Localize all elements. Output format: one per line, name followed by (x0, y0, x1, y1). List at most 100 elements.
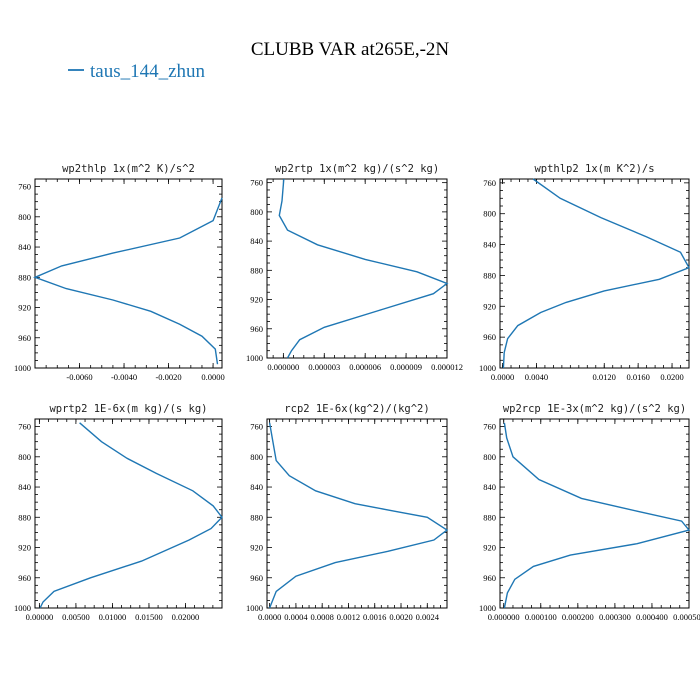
x-tick-label: 0.01500 (135, 612, 163, 622)
panel-title: wp2rcp 1E-3x(m^2 kg)/(s^2 kg) (503, 403, 686, 415)
y-tick-label: 880 (483, 270, 496, 280)
y-tick-label: 880 (483, 512, 496, 522)
legend-label: taus_144_zhun (90, 61, 206, 82)
y-tick-label: 760 (483, 178, 496, 188)
x-tick-label: 0.0160 (626, 372, 649, 382)
y-tick-label: 960 (483, 332, 496, 342)
y-tick-label: 840 (18, 242, 31, 252)
plot-frame (266, 418, 448, 609)
y-tick-label: 880 (250, 265, 263, 275)
y-tick-label: 960 (18, 573, 31, 583)
panel-2: wp2rtp 1x(m^2 kg)/(s^2 kg) 760 800 840 880 92… (246, 163, 463, 372)
x-tick-label: 0.0040 (525, 372, 548, 382)
y-tick-label: 920 (250, 295, 263, 305)
figure-title: CLUBB VAR at265E,-2N (251, 39, 450, 60)
y-tick-label: 800 (18, 452, 31, 462)
x-tick-label: 0.000003 (308, 362, 340, 372)
y-tick-label: 800 (18, 212, 31, 222)
y-tick-label: 760 (483, 422, 496, 432)
x-tick-label: 0.000000 (488, 612, 520, 622)
series-line (39, 422, 223, 609)
panel-title: wpthlp2 1x(m K^2)/s (534, 163, 654, 175)
panel-grid: wp2thlp 1x(m^2 K)/s^2 760 800 840 880 920 960 1… (14, 163, 700, 622)
x-tick-label: 0.000100 (525, 612, 557, 622)
y-tick-label: 920 (250, 543, 263, 553)
panel-4: wprtp2 1E-6x(m kg)/(s kg) 760 800 840 880 920… (14, 403, 223, 622)
series-line (33, 197, 223, 365)
y-tick-label: 760 (18, 422, 31, 432)
x-tick-label: 0.02000 (172, 612, 200, 622)
series-line (502, 178, 690, 369)
x-tick-label: 0.000500 (673, 612, 700, 622)
panel-6: wp2rcp 1E-3x(m^2 kg)/(s^2 kg) 760 800 840 88… (479, 403, 700, 622)
y-tick-label: 920 (483, 543, 496, 553)
x-tick-label: -0.0060 (66, 372, 92, 382)
x-tick-label: 0.0004 (284, 612, 308, 622)
x-tick-label: 0.0024 (416, 612, 440, 622)
y-tick-label: 760 (250, 178, 263, 188)
y-tick-label: 800 (250, 452, 263, 462)
x-tick-label: 0.000012 (431, 362, 463, 372)
x-tick-label: 0.000300 (599, 612, 631, 622)
panel-title: rcp2 1E-6x(kg^2)/(kg^2) (284, 403, 429, 415)
plot-frame (34, 418, 223, 609)
y-tick-label: 880 (18, 512, 31, 522)
plot-frame (34, 178, 223, 369)
x-tick-label: -0.0040 (111, 372, 137, 382)
panel-1: wp2thlp 1x(m^2 K)/s^2 760 800 840 880 920 960 1… (14, 163, 225, 382)
x-tick-label: 0.0012 (337, 612, 360, 622)
x-tick-label: 0.0016 (363, 612, 386, 622)
x-tick-label: -0.0020 (155, 372, 181, 382)
y-tick-label: 840 (18, 482, 31, 492)
x-tick-label: 0.000200 (562, 612, 594, 622)
y-tick-label: 760 (18, 182, 31, 192)
panel-title: wp2rtp 1x(m^2 kg)/(s^2 kg) (275, 163, 439, 175)
y-tick-label: 920 (18, 543, 31, 553)
y-tick-label: 1000 (479, 363, 496, 373)
x-tick-label: 0.000009 (390, 362, 422, 372)
x-tick-label: 0.0120 (593, 372, 616, 382)
y-tick-label: 960 (250, 573, 263, 583)
series-line (268, 422, 449, 609)
x-tick-label: 0.000400 (636, 612, 668, 622)
plot-frame (266, 178, 448, 359)
y-tick-label: 800 (250, 207, 263, 217)
y-tick-label: 1000 (14, 603, 31, 613)
x-tick-label: 0.00000 (26, 612, 54, 622)
y-tick-label: 960 (483, 573, 496, 583)
x-tick-label: 0.01000 (99, 612, 127, 622)
y-tick-label: 960 (250, 324, 263, 334)
panel-title: wp2thlp 1x(m^2 K)/s^2 (62, 163, 195, 175)
y-tick-label: 840 (250, 236, 263, 246)
x-tick-label: 0.0020 (389, 612, 412, 622)
x-tick-label: 0.000000 (267, 362, 299, 372)
x-tick-label: 0.0000 (201, 372, 224, 382)
x-tick-label: 0.0000 (258, 612, 281, 622)
plot-frame (499, 418, 690, 609)
series-line (278, 178, 449, 359)
y-tick-label: 920 (483, 301, 496, 311)
y-tick-label: 840 (483, 482, 496, 492)
panel-title: wprtp2 1E-6x(m kg)/(s kg) (49, 403, 207, 415)
y-tick-label: 840 (250, 482, 263, 492)
panel-5: rcp2 1E-6x(kg^2)/(kg^2) 760 800 840 880 920 96… (246, 403, 449, 622)
series-line (503, 422, 691, 609)
y-tick-label: 800 (483, 209, 496, 219)
x-tick-label: 0.000006 (349, 362, 381, 372)
y-tick-label: 800 (483, 452, 496, 462)
y-tick-label: 880 (250, 512, 263, 522)
x-tick-label: 0.0200 (660, 372, 683, 382)
panel-3: wpthlp2 1x(m K^2)/s 760 800 840 880 920 960 100… (479, 163, 690, 382)
y-tick-label: 1000 (479, 603, 496, 613)
y-tick-label: 840 (483, 240, 496, 250)
y-tick-label: 960 (18, 333, 31, 343)
y-tick-label: 760 (250, 422, 263, 432)
x-tick-label: 0.0008 (310, 612, 333, 622)
y-tick-label: 1000 (246, 603, 263, 613)
x-tick-label: 0.0000 (491, 372, 514, 382)
y-tick-label: 920 (18, 303, 31, 313)
y-tick-label: 1000 (14, 363, 31, 373)
plot-frame (499, 178, 690, 369)
x-tick-label: 0.00500 (62, 612, 90, 622)
